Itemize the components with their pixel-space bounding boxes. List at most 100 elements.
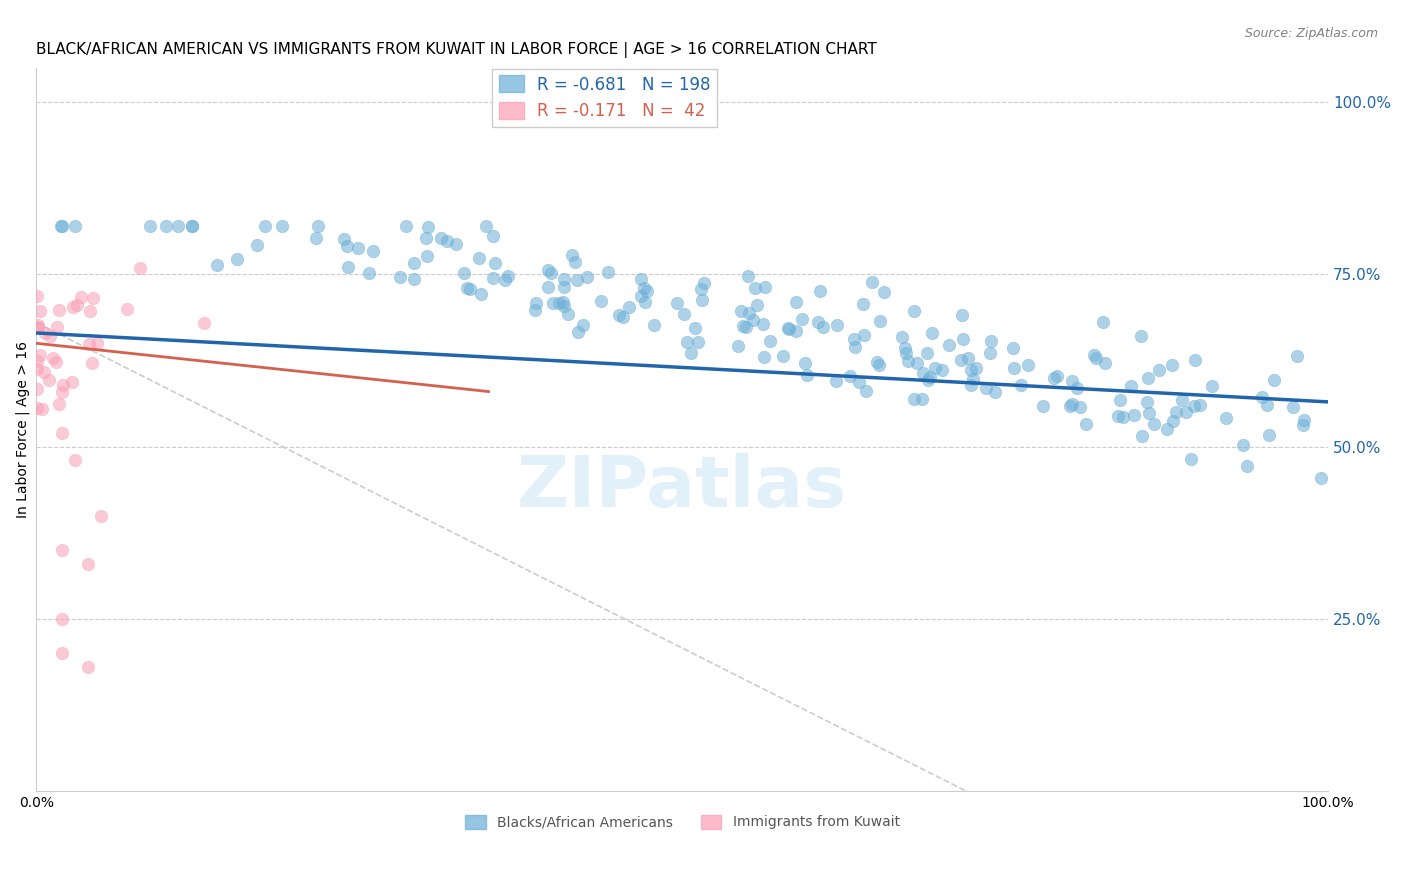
Point	[956, 351, 979, 365]
Point	[952, 332, 974, 346]
Point	[363, 244, 385, 258]
Point	[468, 251, 491, 265]
Point	[962, 372, 984, 386]
Point	[853, 327, 876, 342]
Point	[31, 401, 53, 416]
Point	[561, 248, 583, 262]
Point	[180, 219, 202, 234]
Point	[48, 302, 70, 317]
Point	[1062, 397, 1084, 411]
Point	[537, 263, 560, 277]
Point	[62, 300, 84, 314]
Point	[537, 280, 560, 294]
Point	[844, 340, 866, 354]
Text: ZIPatlas: ZIPatlas	[517, 453, 848, 522]
Point	[679, 346, 702, 360]
Point	[785, 295, 807, 310]
Point	[860, 275, 883, 289]
Point	[1189, 398, 1212, 412]
Point	[894, 346, 917, 360]
Point	[51, 425, 73, 440]
Point	[796, 368, 818, 383]
Point	[852, 297, 875, 311]
Point	[1062, 374, 1084, 388]
Point	[25, 361, 48, 376]
Point	[336, 260, 359, 274]
Point	[1180, 452, 1202, 467]
Point	[1251, 390, 1274, 404]
Point	[38, 329, 60, 343]
Point	[938, 338, 960, 352]
Point	[734, 319, 756, 334]
Point	[1066, 381, 1088, 395]
Point	[1184, 352, 1206, 367]
Point	[811, 320, 834, 334]
Point	[70, 289, 93, 303]
Point	[984, 385, 1007, 400]
Point	[25, 288, 48, 302]
Point	[27, 382, 49, 396]
Point	[1119, 379, 1142, 393]
Point	[979, 346, 1001, 360]
Point	[79, 303, 101, 318]
Point	[155, 219, 177, 234]
Point	[924, 360, 946, 375]
Point	[974, 381, 997, 395]
Point	[42, 351, 65, 365]
Point	[139, 219, 162, 234]
Point	[27, 320, 49, 334]
Point	[690, 281, 713, 295]
Point	[1163, 414, 1185, 428]
Point	[897, 354, 920, 368]
Point	[844, 332, 866, 346]
Point	[402, 272, 425, 286]
Point	[82, 356, 104, 370]
Point	[45, 355, 67, 369]
Point	[917, 373, 939, 387]
Point	[548, 296, 571, 310]
Point	[51, 219, 73, 234]
Point	[683, 321, 706, 335]
Text: BLACK/AFRICAN AMERICAN VS IMMIGRANTS FROM KUWAIT IN LABOR FORCE | AGE > 16 CORRE: BLACK/AFRICAN AMERICAN VS IMMIGRANTS FRO…	[37, 42, 877, 58]
Point	[60, 375, 83, 389]
Point	[553, 299, 575, 313]
Point	[1107, 409, 1129, 423]
Point	[868, 358, 890, 372]
Point	[38, 373, 60, 387]
Point	[1281, 400, 1303, 414]
Point	[416, 219, 439, 234]
Point	[633, 281, 655, 295]
Point	[307, 219, 329, 234]
Point	[690, 293, 713, 308]
Point	[980, 334, 1002, 348]
Point	[416, 249, 439, 263]
Point	[754, 350, 776, 364]
Point	[1083, 348, 1105, 362]
Point	[553, 272, 575, 286]
Point	[484, 256, 506, 270]
Point	[1236, 458, 1258, 473]
Point	[51, 647, 73, 661]
Point	[1142, 417, 1164, 431]
Point	[82, 291, 104, 305]
Point	[894, 341, 917, 355]
Point	[1147, 362, 1170, 376]
Point	[1258, 428, 1281, 442]
Point	[911, 392, 934, 407]
Point	[115, 301, 138, 316]
Point	[541, 296, 564, 310]
Point	[51, 612, 73, 626]
Point	[557, 307, 579, 321]
Point	[827, 318, 849, 333]
Point	[481, 229, 503, 244]
Point	[193, 316, 215, 330]
Point	[752, 317, 775, 331]
Point	[51, 543, 73, 558]
Point	[965, 360, 987, 375]
Point	[731, 319, 754, 334]
Point	[27, 318, 49, 333]
Point	[1182, 399, 1205, 413]
Point	[34, 326, 56, 340]
Point	[207, 258, 229, 272]
Point	[167, 219, 190, 234]
